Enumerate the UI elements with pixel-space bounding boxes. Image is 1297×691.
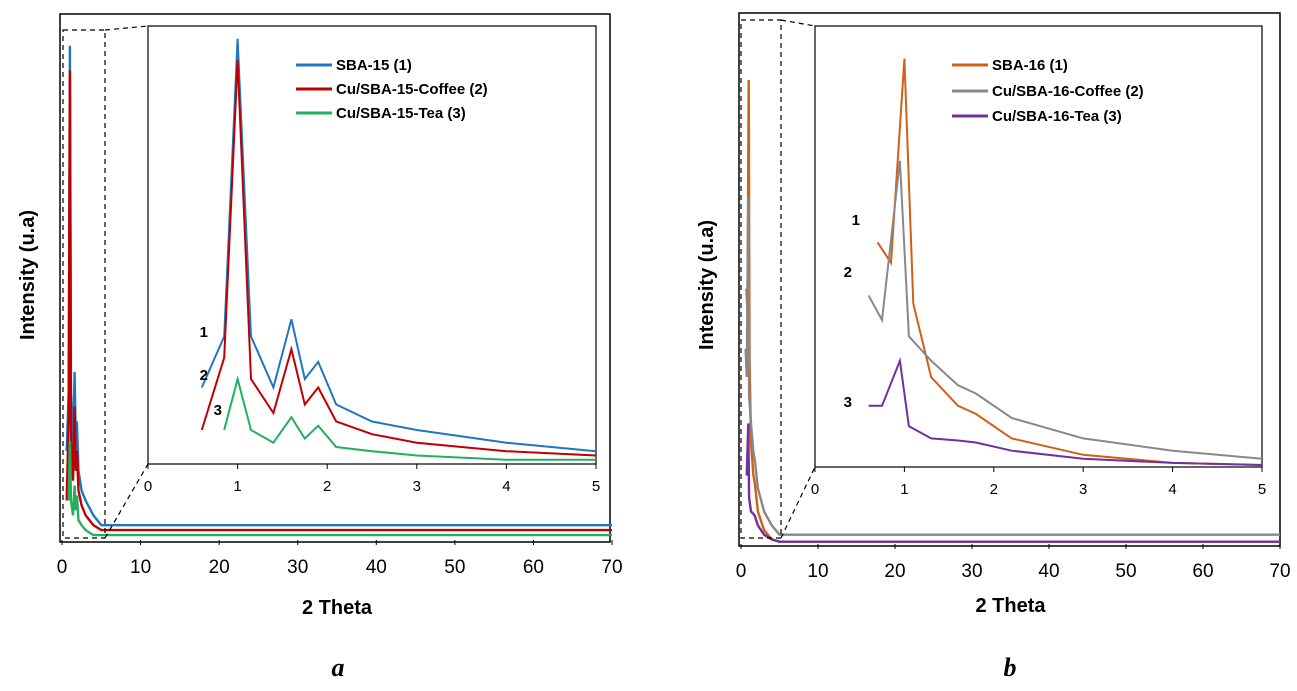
inset-series-line-3 <box>868 356 1263 466</box>
zoom-connector <box>104 463 149 539</box>
inset-series-line-1 <box>876 58 1263 466</box>
main-series-line-2 <box>744 195 1280 536</box>
inset-series-line-1 <box>200 38 597 453</box>
x-tick-label: 30 <box>287 557 308 578</box>
x-tick-label: 50 <box>444 557 465 578</box>
curve-number-label: 3 <box>214 402 222 419</box>
curve-number-label: 3 <box>844 394 852 411</box>
y-axis-label: Intensity (u.a) <box>696 220 718 350</box>
inset-x-tick-label: 4 <box>502 478 510 495</box>
legend-entry: Cu/SBA-15-Tea (3) <box>336 105 466 122</box>
zoom-connector <box>780 19 816 27</box>
main-series-line-3 <box>745 423 1280 543</box>
x-tick-label: 0 <box>57 557 68 578</box>
panel-label: a <box>332 653 345 682</box>
panel-frame <box>738 12 1281 547</box>
x-tick-label: 10 <box>130 557 151 578</box>
x-tick-label: 70 <box>601 557 622 578</box>
x-tick-label: 60 <box>523 557 544 578</box>
x-tick-label: 70 <box>1269 561 1290 582</box>
x-tick-label: 50 <box>1115 561 1136 582</box>
legend-entry: Cu/SBA-15-Coffee (2) <box>336 81 488 98</box>
inset-frame <box>147 25 597 465</box>
inset-x-tick-label: 2 <box>323 478 331 495</box>
x-tick-label: 10 <box>807 561 828 582</box>
inset-x-tick-label: 4 <box>1168 481 1176 498</box>
x-tick-label: 40 <box>366 557 387 578</box>
x-tick-label: 0 <box>736 561 747 582</box>
inset-x-tick-label: 1 <box>900 481 908 498</box>
main-series-line-2 <box>65 70 612 532</box>
y-axis-label: Intensity (u.a) <box>17 210 39 340</box>
inset-x-tick-label: 3 <box>413 478 421 495</box>
curve-number-label: 2 <box>200 367 208 384</box>
x-tick-label: 60 <box>1192 561 1213 582</box>
inset-series-line-2 <box>200 59 597 457</box>
inset-series-line-3 <box>223 375 596 461</box>
inset-x-tick-label: 0 <box>811 481 819 498</box>
curve-number-label: 1 <box>200 324 208 341</box>
legend-entry: Cu/SBA-16-Tea (3) <box>992 108 1122 125</box>
x-axis-label: 2 Theta <box>302 597 373 619</box>
inset-x-tick-label: 2 <box>990 481 998 498</box>
inset-x-tick-label: 1 <box>233 478 241 495</box>
panel-label: b <box>1004 653 1017 682</box>
inset-x-tick-label: 3 <box>1079 481 1087 498</box>
inset-x-tick-label: 5 <box>592 478 600 495</box>
panel-frame <box>59 13 611 543</box>
zoom-connector <box>104 25 149 31</box>
inset-series-line-2 <box>867 160 1263 460</box>
zoom-connector <box>780 466 816 539</box>
inset-x-tick-label: 5 <box>1258 481 1266 498</box>
x-axis-label: 2 Theta <box>975 595 1046 617</box>
curve-number-label: 1 <box>852 212 860 229</box>
zoom-region-box <box>62 29 106 539</box>
curve-number-label: 2 <box>844 264 852 281</box>
x-tick-label: 40 <box>1038 561 1059 582</box>
x-tick-label: 20 <box>884 561 905 582</box>
x-tick-label: 30 <box>961 561 982 582</box>
legend-entry: SBA-15 (1) <box>336 57 412 74</box>
legend-entry: Cu/SBA-16-Coffee (2) <box>992 83 1144 100</box>
main-series-line-3 <box>67 441 612 537</box>
legend-entry: SBA-16 (1) <box>992 57 1068 74</box>
inset-x-tick-label: 0 <box>144 478 152 495</box>
zoom-region-box <box>740 19 782 539</box>
x-tick-label: 20 <box>209 557 230 578</box>
